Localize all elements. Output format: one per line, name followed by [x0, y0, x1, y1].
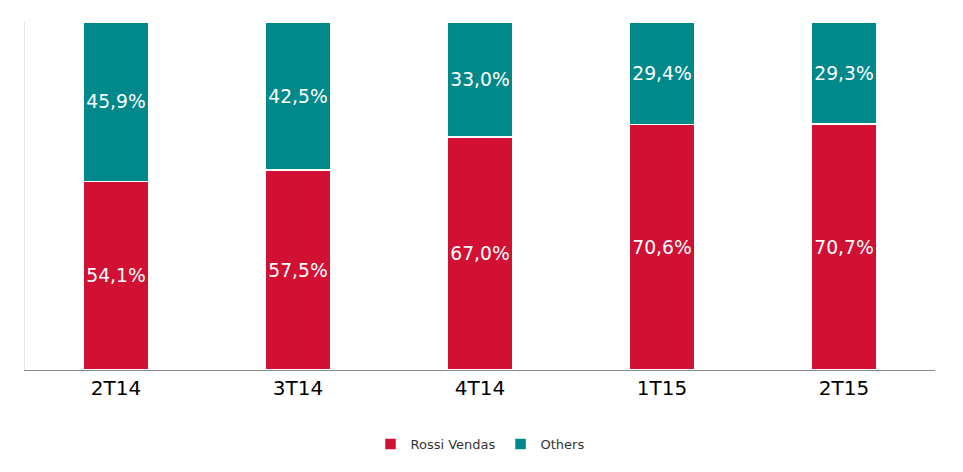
svg-text:29,3%: 29,3%: [814, 63, 873, 84]
svg-text:Others: Others: [541, 437, 585, 452]
svg-text:57,5%: 57,5%: [268, 260, 327, 281]
svg-text:54,1%: 54,1%: [86, 265, 145, 286]
svg-text:2T15: 2T15: [819, 376, 869, 400]
svg-text:4T14: 4T14: [455, 376, 505, 400]
svg-text:42,5%: 42,5%: [268, 86, 327, 107]
svg-text:70,6%: 70,6%: [632, 237, 691, 258]
svg-text:Rossi Vendas: Rossi Vendas: [411, 437, 496, 452]
svg-text:2T14: 2T14: [91, 376, 141, 400]
svg-text:3T14: 3T14: [273, 376, 323, 400]
svg-text:1T15: 1T15: [637, 376, 687, 400]
svg-text:29,4%: 29,4%: [632, 63, 691, 84]
svg-text:45,9%: 45,9%: [86, 91, 145, 112]
svg-text:67,0%: 67,0%: [450, 243, 509, 264]
svg-text:33,0%: 33,0%: [450, 69, 509, 90]
svg-text:70,7%: 70,7%: [814, 237, 873, 258]
